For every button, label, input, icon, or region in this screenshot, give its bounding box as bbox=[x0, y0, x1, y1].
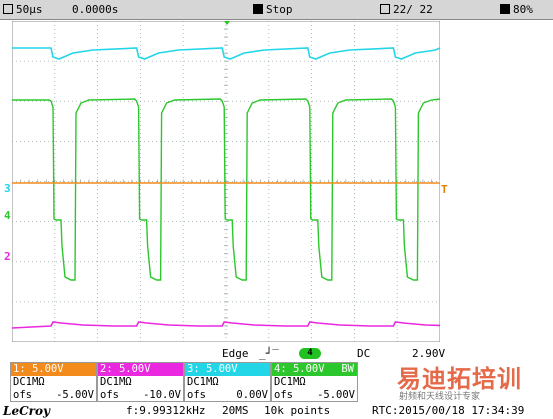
channel-2-offset: ofs -10.0V bbox=[100, 389, 181, 401]
acquisition-counter: 22/ 22 bbox=[380, 3, 433, 17]
channel-4-offset: ofs -5.00V bbox=[274, 389, 355, 401]
channel-3-scale: 3: 5.00V bbox=[185, 363, 270, 376]
channel-2-box[interactable]: 2: 5.00V DC1MΩ ofs -10.0V bbox=[97, 362, 184, 402]
channel-2-coupling: DC1MΩ bbox=[100, 376, 132, 388]
delay-readout[interactable]: 0.0000s bbox=[72, 3, 119, 16]
trigger-position-marker bbox=[223, 21, 231, 25]
rtc-readout: RTC:2015/00/18 17:34:39 bbox=[372, 404, 525, 417]
channel-1-coupling: DC1MΩ bbox=[13, 376, 45, 388]
battery-readout: 80% bbox=[500, 3, 533, 17]
channel-3-box[interactable]: 3: 5.00V DC1MΩ ofs 0.00V bbox=[184, 362, 271, 402]
waveform-display[interactable] bbox=[12, 21, 440, 342]
channel-4-ground-marker[interactable]: 4 bbox=[4, 209, 11, 222]
graticule-grid bbox=[12, 21, 440, 342]
edge-rising-icon: _┘‾ bbox=[259, 347, 279, 360]
watermark-title: 易迪拓培训 bbox=[397, 365, 522, 393]
channel-2-scale: 2: 5.00V bbox=[98, 363, 183, 376]
channel-2-trace bbox=[12, 321, 440, 329]
timebase-icon bbox=[3, 4, 13, 14]
stop-icon bbox=[253, 4, 263, 14]
channel-3-trace bbox=[12, 47, 440, 60]
channel-1-box[interactable]: 1: 5.00V DC1MΩ ofs -5.00V bbox=[10, 362, 97, 402]
channel-4-coupling: DC1MΩ bbox=[274, 376, 306, 388]
bottom-status-bar: f:9.99312kHz 20MS 10k points RTC:2015/00… bbox=[0, 403, 553, 419]
battery-icon bbox=[500, 4, 510, 14]
channel-1-scale: 1: 5.00V bbox=[11, 363, 96, 376]
lecroy-logo: LeCroy bbox=[3, 404, 50, 418]
trigger-level-marker[interactable]: T bbox=[441, 183, 448, 196]
channel-4-trace bbox=[12, 98, 440, 281]
sequence-icon bbox=[380, 4, 390, 14]
top-status-bar: 50µs 0.0000s Stop 22/ 22 80% bbox=[0, 0, 553, 20]
waveform-svg bbox=[12, 21, 440, 342]
channel-3-ground-marker[interactable]: 3 bbox=[4, 182, 11, 195]
frequency-readout: f:9.99312kHz bbox=[126, 404, 206, 417]
trigger-coupling[interactable]: DC bbox=[357, 347, 371, 360]
channel-3-offset: ofs 0.00V bbox=[187, 389, 268, 401]
channel-3-coupling: DC1MΩ bbox=[187, 376, 219, 388]
channel-4-scale: 4: 5.00V BW bbox=[272, 363, 357, 376]
run-state-button[interactable]: Stop bbox=[253, 3, 293, 17]
timebase-readout[interactable]: 50µs bbox=[3, 3, 43, 17]
trigger-source-badge[interactable]: 4 bbox=[299, 348, 321, 359]
channel-1-offset: ofs -5.00V bbox=[13, 389, 94, 401]
record-length-readout: 10k points bbox=[264, 404, 331, 417]
trigger-mode[interactable]: Edge bbox=[222, 347, 249, 360]
watermark-subtitle: 射频和天线设计专家 bbox=[399, 392, 481, 402]
channel-2-ground-marker[interactable]: 2 bbox=[4, 250, 11, 263]
bandwidth-limit-badge: BW bbox=[341, 363, 354, 375]
channel-4-box[interactable]: 4: 5.00V BW DC1MΩ ofs -5.00V bbox=[271, 362, 358, 402]
trigger-level[interactable]: 2.90V bbox=[412, 347, 446, 360]
sample-rate-readout: 20MS bbox=[222, 404, 249, 417]
